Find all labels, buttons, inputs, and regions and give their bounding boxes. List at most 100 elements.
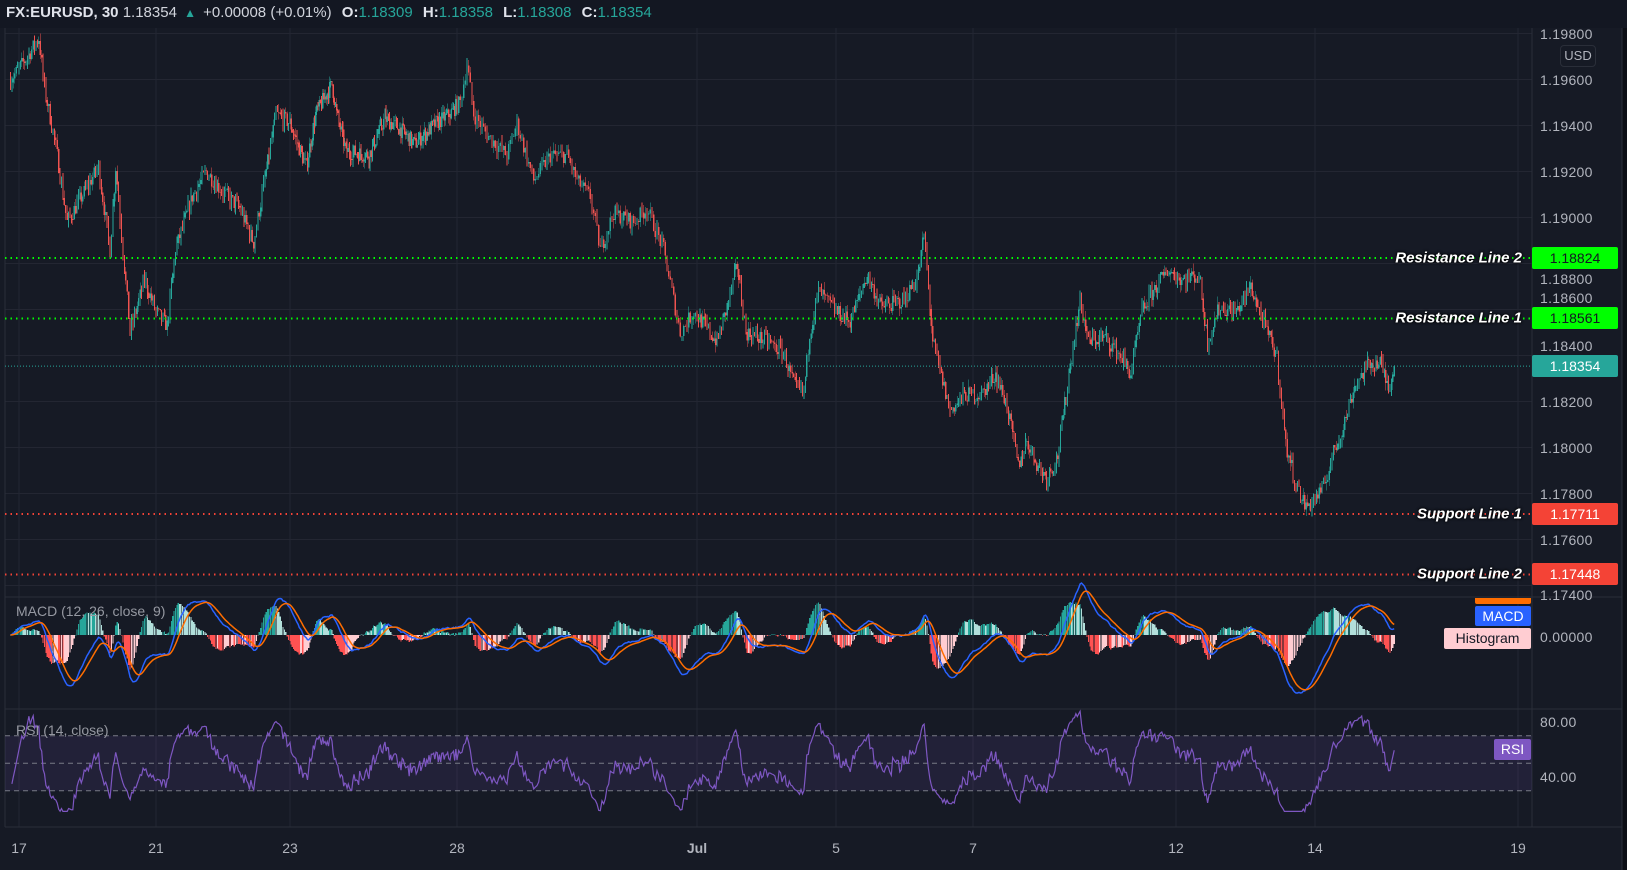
candle-body xyxy=(187,202,189,211)
candle-body xyxy=(1019,460,1021,467)
candle-body xyxy=(1392,374,1394,383)
candle-body xyxy=(910,284,912,289)
level-label[interactable]: Support Line 1 xyxy=(1417,505,1522,523)
macd-histogram-bar xyxy=(738,617,740,635)
macd-histogram-bar xyxy=(812,611,814,635)
candle-body xyxy=(1342,430,1344,437)
macd-histogram-bar xyxy=(1289,635,1291,665)
rsi-title[interactable]: RSI (14, close) xyxy=(16,722,109,738)
candle-body xyxy=(886,301,888,304)
candle-body xyxy=(1285,429,1287,439)
macd-histogram-bar xyxy=(884,635,887,644)
candle-body xyxy=(930,309,932,326)
macd-histogram-bar xyxy=(251,635,253,647)
candle-body xyxy=(388,116,391,130)
candle-body xyxy=(424,129,427,141)
candle-body xyxy=(334,104,337,106)
macd-title[interactable]: MACD (12, 26, close, 9) xyxy=(16,603,166,619)
candle-body xyxy=(351,159,353,161)
macd-histogram-bar xyxy=(686,635,688,645)
candle-body xyxy=(76,201,78,214)
candle-body xyxy=(1188,274,1190,280)
macd-histogram-bar xyxy=(422,634,424,636)
candle-body xyxy=(97,162,100,170)
macd-histogram-bar xyxy=(1324,611,1326,635)
macd-histogram-bar xyxy=(1256,635,1258,637)
candle-body xyxy=(340,126,342,130)
macd-histogram-bar xyxy=(736,612,738,635)
macd-histogram-bar xyxy=(29,631,31,635)
macd-histogram-bar xyxy=(1215,635,1217,641)
macd-histogram-bar xyxy=(976,624,978,635)
macd-histogram-bar xyxy=(250,635,252,646)
up-triangle-icon: ▲ xyxy=(184,6,196,20)
candle-body xyxy=(299,145,302,156)
candle-body xyxy=(433,119,435,122)
macd-histogram-bar xyxy=(973,622,976,635)
macd-histogram-bar xyxy=(25,629,27,635)
candle-body xyxy=(382,128,384,130)
candle-body xyxy=(405,131,407,136)
candle-body xyxy=(1113,343,1115,345)
price-tick-label: 1.18000 xyxy=(1540,439,1593,456)
candle-body xyxy=(288,123,290,127)
macd-histogram-bar xyxy=(1051,630,1053,635)
level-label[interactable]: Support Line 2 xyxy=(1417,565,1522,583)
candle-body xyxy=(129,318,131,334)
candle-body xyxy=(576,177,578,179)
candle-body xyxy=(726,302,728,316)
currency-badge[interactable]: USD xyxy=(1560,45,1596,67)
macd-histogram-bar xyxy=(333,635,335,639)
candle-body xyxy=(541,161,543,163)
candle-body xyxy=(591,199,593,210)
macd-histogram-bar xyxy=(84,613,87,635)
macd-histogram-bar xyxy=(79,619,81,635)
candle-body xyxy=(323,93,325,100)
candle-body xyxy=(32,40,34,50)
candle-body xyxy=(1247,287,1249,293)
macd-histogram-bar xyxy=(1117,635,1119,648)
candle-body xyxy=(917,271,919,278)
macd-histogram-bar xyxy=(846,635,848,646)
time-tick-label: 17 xyxy=(11,840,27,856)
price-tick-label: 1.19800 xyxy=(1540,25,1593,42)
macd-histogram-bar xyxy=(700,625,702,635)
macd-histogram-bar xyxy=(1282,635,1284,661)
macd-histogram-bar xyxy=(923,616,925,635)
macd-histogram-bar xyxy=(717,631,720,635)
candle-body xyxy=(862,287,864,291)
level-label[interactable]: Resistance Line 1 xyxy=(1395,309,1522,327)
level-label[interactable]: Resistance Line 2 xyxy=(1395,249,1522,267)
macd-histogram-bar xyxy=(1354,619,1356,635)
macd-histogram-bar xyxy=(233,635,235,647)
candle-body xyxy=(1003,395,1005,404)
candle-body xyxy=(1317,494,1319,499)
macd-histogram-bar xyxy=(112,635,114,644)
macd-histogram-bar xyxy=(528,635,530,640)
candle-body xyxy=(1065,397,1067,402)
candle-body xyxy=(896,298,898,301)
macd-histogram-bar xyxy=(180,604,182,635)
candle-body xyxy=(417,139,420,145)
macd-histogram-bar xyxy=(518,624,520,635)
candle-body xyxy=(820,287,823,297)
candle-body xyxy=(349,154,352,160)
candle-body xyxy=(416,144,418,148)
macd-histogram-bar xyxy=(740,629,743,635)
macd-histogram-bar xyxy=(43,635,46,648)
macd-histogram-bar xyxy=(9,635,12,636)
macd-histogram-bar xyxy=(699,623,701,635)
candle-body xyxy=(826,294,828,296)
candle-body xyxy=(1010,413,1012,421)
candle-body xyxy=(1307,502,1309,506)
candle-body xyxy=(1149,289,1152,292)
symbol-title[interactable]: FX:EURUSD, 30 xyxy=(6,4,119,21)
macd-histogram-bar xyxy=(177,602,179,635)
candle-body xyxy=(1289,455,1291,463)
macd-histogram-bar xyxy=(1195,635,1197,641)
candle-body xyxy=(809,338,811,355)
macd-histogram-bar xyxy=(1181,635,1183,645)
macd-histogram-bar xyxy=(123,635,125,650)
candle-body xyxy=(337,110,339,113)
